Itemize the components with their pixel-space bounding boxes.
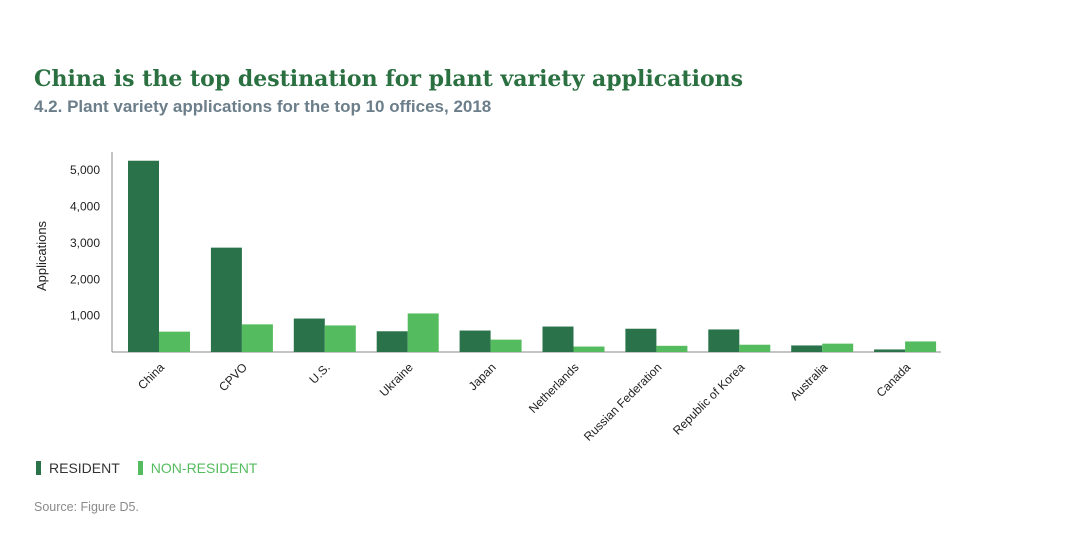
bar-resident	[542, 326, 574, 352]
bar-non-resident	[241, 324, 273, 352]
x-tick-label: Netherlands	[526, 360, 582, 416]
x-tick-label: Ukraine	[377, 360, 416, 399]
labels: China CPVO U.S. Ukraine Japan Netherlands Russ…	[135, 360, 913, 444]
x-tick-label: CPVO	[216, 360, 250, 394]
bars	[128, 160, 937, 352]
y-tick-label: 3,000	[70, 236, 100, 250]
x-tick-label: Japan	[466, 360, 499, 393]
y-tick-label: 1,000	[70, 309, 100, 323]
chart-title: China is the top destination for plant v…	[34, 66, 743, 92]
legend-swatch-resident	[36, 461, 41, 475]
bar-non-resident	[656, 345, 688, 352]
bar-resident	[708, 329, 740, 352]
bar-non-resident	[324, 325, 356, 352]
y-axis-label: Applications	[34, 220, 49, 291]
x-tick-label: Russian Federation	[581, 360, 664, 443]
x-tick-label: China	[135, 360, 167, 392]
chart-subtitle: 4.2. Plant variety applications for the …	[34, 97, 492, 116]
bar-resident	[210, 247, 242, 352]
bar-chart: 1,000 2,000 3,000 4,000 5,000 Applications Ch…	[34, 152, 941, 444]
x-tick-label: Canada	[874, 360, 914, 400]
x-tick-label: Republic of Korea	[670, 360, 748, 438]
legend-item-resident: RESIDENT	[36, 460, 120, 476]
legend-label-non-resident: NON-RESIDENT	[150, 460, 258, 476]
bar-resident	[128, 160, 159, 352]
y-tick-label: 5,000	[70, 163, 100, 177]
legend-label-resident: RESIDENT	[49, 460, 120, 476]
bar-non-resident	[905, 341, 937, 352]
bar-resident	[625, 328, 657, 352]
bar-resident	[874, 349, 906, 352]
legend: RESIDENT NON-RESIDENT	[36, 460, 275, 476]
bar-non-resident	[159, 331, 190, 352]
source-note: Source: Figure D5.	[34, 500, 139, 514]
bar-non-resident	[573, 346, 605, 352]
bar-non-resident	[490, 339, 522, 352]
bar-non-resident	[407, 313, 439, 352]
x-tick-label: U.S.	[307, 360, 333, 386]
bar-resident	[293, 318, 325, 352]
legend-item-non-resident: NON-RESIDENT	[137, 460, 258, 476]
x-tick-label: Australia	[787, 360, 830, 403]
bar-resident	[376, 331, 408, 352]
y-tick-label: 4,000	[70, 200, 100, 214]
bar-non-resident	[822, 343, 854, 352]
legend-swatch-non-resident	[137, 461, 143, 475]
y-tick-label: 2,000	[70, 272, 100, 286]
bar-resident	[791, 345, 823, 352]
axes: 1,000 2,000 3,000 4,000 5,000 Applications	[34, 152, 941, 353]
bar-resident	[459, 330, 491, 352]
bar-non-resident	[739, 344, 771, 352]
